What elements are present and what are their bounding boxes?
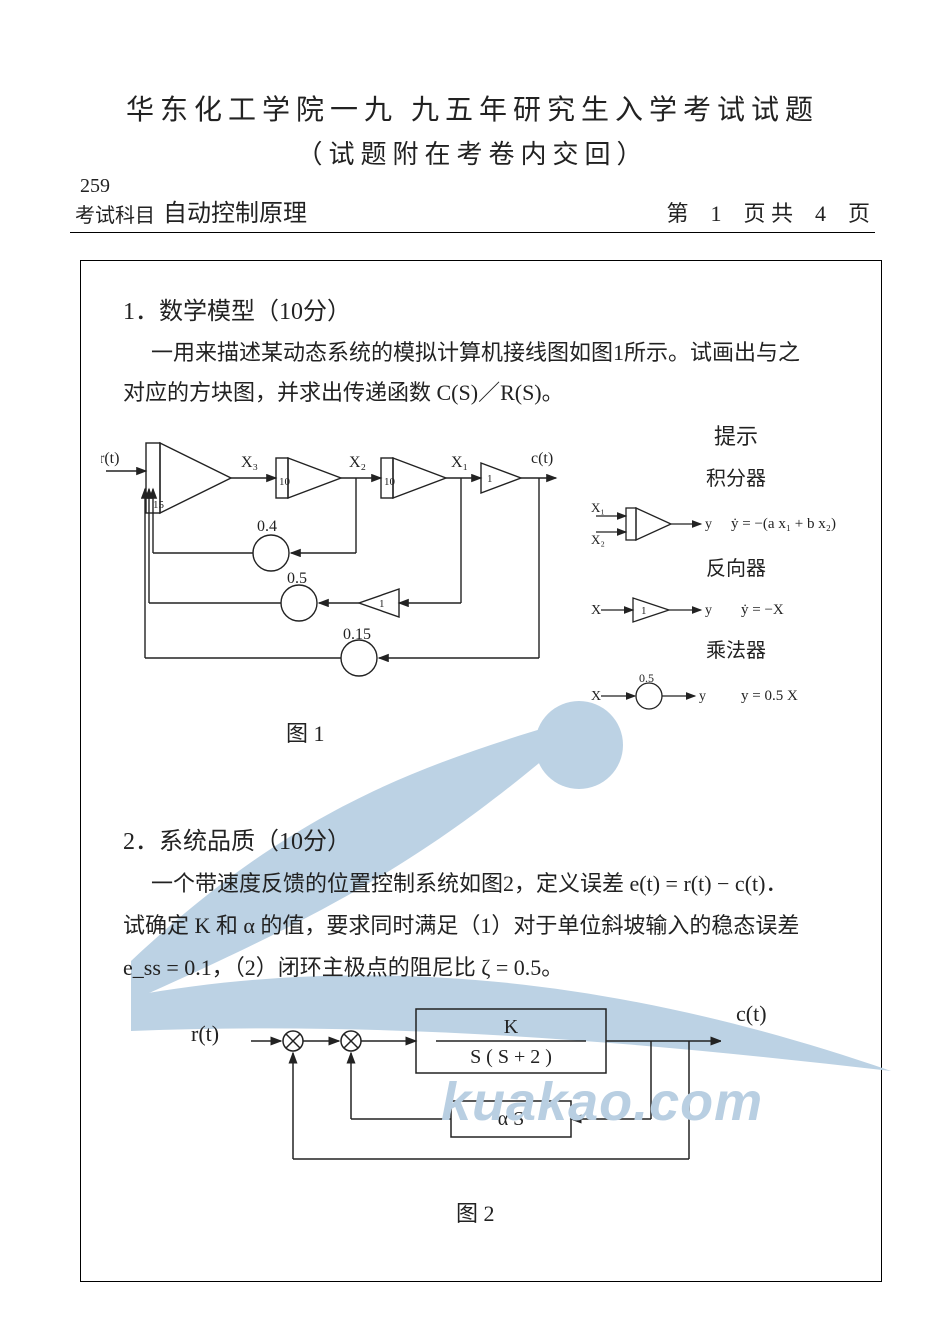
svg-text:y = 0.5 X: y = 0.5 X xyxy=(741,688,798,704)
svg-text:y: y xyxy=(705,603,712,618)
svg-text:X: X xyxy=(591,689,601,704)
svg-text:S ( S + 2 ): S ( S + 2 ) xyxy=(470,1046,552,1068)
svg-text:10: 10 xyxy=(279,476,291,488)
svg-text:0.4: 0.4 xyxy=(257,518,277,535)
code-number: 259 xyxy=(80,175,110,198)
figure-1-caption: 图 1 xyxy=(286,716,325,748)
figure-2-caption: 图 2 xyxy=(456,1196,495,1228)
subject-row: 考试科目 自动控制原理 第 1 页 共 4 页 xyxy=(75,200,870,228)
q1-body-2: 对应的方块图，并求出传递函数 C(S)／R(S)。 xyxy=(123,373,851,413)
hints-title: 提示 xyxy=(591,416,881,458)
hints: 提示 积分器 X₁ X₂ y ẏ = −(a x₁ + b x₂) xyxy=(591,416,881,716)
svg-text:1: 1 xyxy=(379,598,385,610)
subject-value: 自动控制原理 xyxy=(163,193,307,228)
q2-body-2: 试确定 K 和 α 的值，要求同时满足（1）对于单位斜坡输入的稳态误差 xyxy=(123,905,861,947)
svg-text:ẏ = −(a x₁ + b x₂): ẏ = −(a x₁ + b x₂) xyxy=(731,516,836,532)
svg-text:0.15: 0.15 xyxy=(343,626,371,643)
svg-text:X₂: X₂ xyxy=(349,454,366,471)
subject-label: 考试科目 xyxy=(75,199,155,228)
divider xyxy=(70,232,875,233)
svg-text:X₂: X₂ xyxy=(591,532,605,547)
svg-text:0.5: 0.5 xyxy=(639,672,654,685)
svg-text:1: 1 xyxy=(487,473,493,485)
hints-multiplier: X 0.5 y y = 0.5 X xyxy=(591,672,881,714)
hints-multiplier-label: 乘法器 xyxy=(591,632,881,670)
page-title: 华东化工学院一九 九五年研究生入学考试试题 xyxy=(0,88,945,128)
q2-body-1: 一个带速度反馈的位置控制系统如图2，定义误差 e(t) = r(t) − c(t… xyxy=(151,863,861,905)
svg-text:X₁: X₁ xyxy=(451,454,468,471)
svg-text:y: y xyxy=(699,689,706,704)
svg-text:ẏ = −X: ẏ = −X xyxy=(741,602,784,618)
svg-text:y: y xyxy=(705,517,712,532)
exam-page: 华东化工学院一九 九五年研究生入学考试试题 （试题附在考卷内交回） 259 考试… xyxy=(0,0,945,1337)
q1-heading: 1．数学模型（10分） xyxy=(123,291,351,326)
svg-text:X: X xyxy=(591,603,601,618)
hints-integrator: X₁ X₂ y ẏ = −(a x₁ + b x₂) xyxy=(591,500,881,548)
q1-body-1: 一用来描述某动态系统的模拟计算机接线图如图1所示。试画出与之 xyxy=(151,333,851,373)
svg-text:α S: α S xyxy=(498,1108,525,1130)
figure-1: 15 10 10 1 xyxy=(101,423,561,718)
hints-inverter-label: 反向器 xyxy=(591,550,881,588)
figure-2-output-label: c(t) xyxy=(736,1001,767,1027)
svg-text:c(t): c(t) xyxy=(531,450,553,467)
svg-text:1: 1 xyxy=(641,605,647,617)
svg-text:X₃: X₃ xyxy=(241,454,258,471)
hints-integrator-label: 积分器 xyxy=(591,460,881,498)
figure-2-input-label: r(t) xyxy=(191,1021,219,1047)
svg-text:10: 10 xyxy=(384,476,396,488)
hints-inverter: 1 X y ẏ = −X xyxy=(591,590,881,630)
page-subtitle: （试题附在考卷内交回） xyxy=(0,134,945,171)
q2-body-3: e_ss = 0.1，（2）闭环主极点的阻尼比 ζ = 0.5。 xyxy=(123,947,861,989)
svg-text:r(t): r(t) xyxy=(101,450,119,467)
svg-text:X₁: X₁ xyxy=(591,500,605,515)
q2-heading: 2．系统品质（10分） xyxy=(123,821,351,856)
svg-text:K: K xyxy=(504,1016,519,1038)
svg-text:0.5: 0.5 xyxy=(287,570,307,587)
page-marker: 第 1 页 共 4 页 xyxy=(666,196,870,228)
content-frame: 1．数学模型（10分） 一用来描述某动态系统的模拟计算机接线图如图1所示。试画出… xyxy=(80,260,882,1282)
figure-2: K S ( S + 2 ) α S xyxy=(251,1001,721,1171)
svg-text:15: 15 xyxy=(153,499,165,511)
